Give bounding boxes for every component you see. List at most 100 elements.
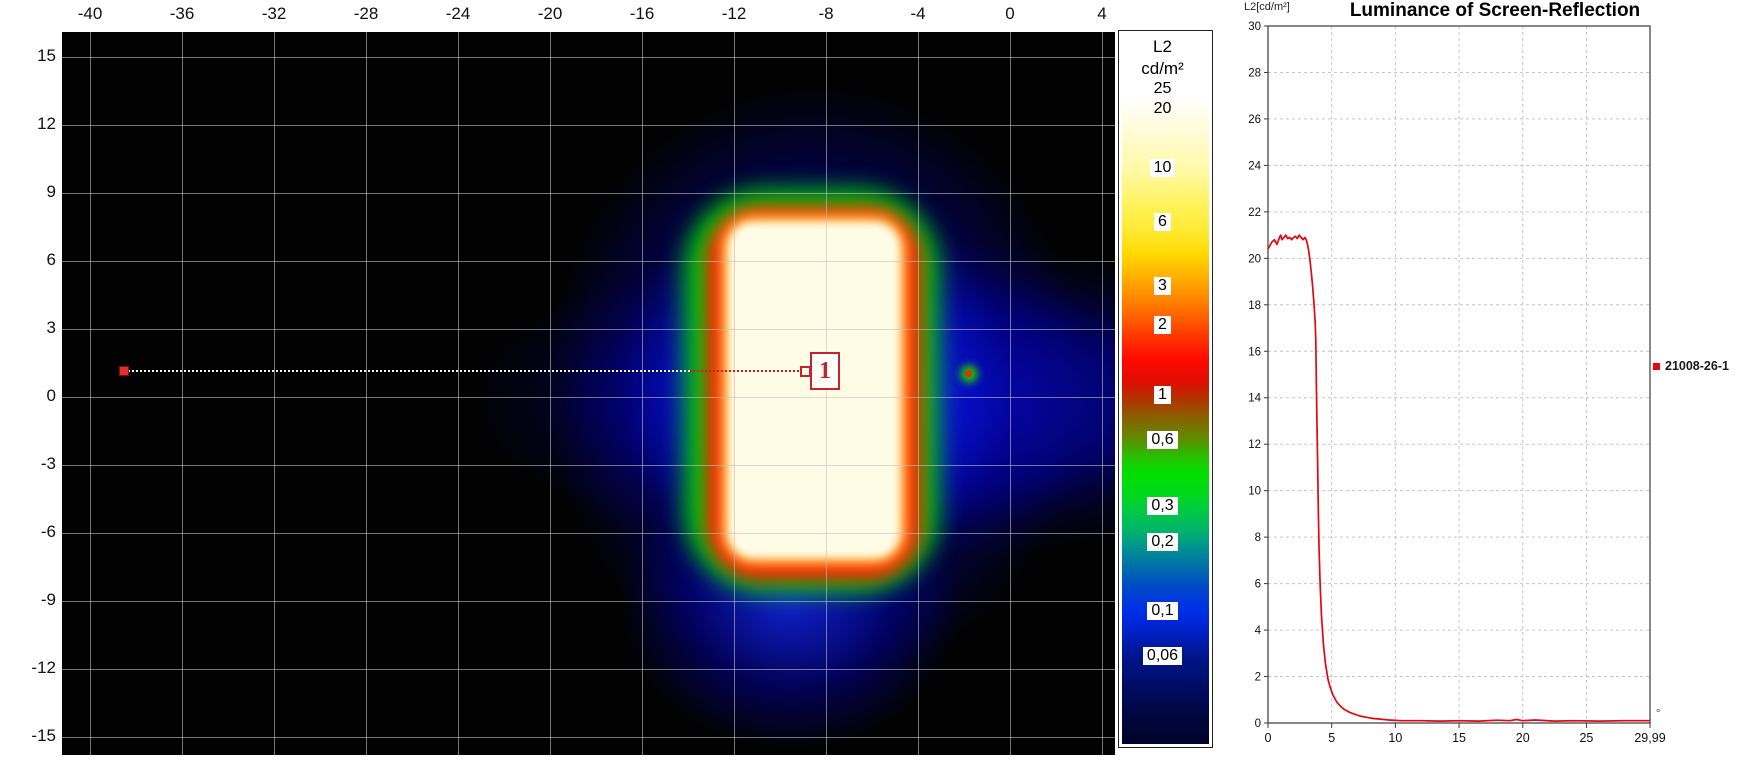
chart-x-axis-unit: ° <box>1656 708 1661 720</box>
chart-y-tick-label: 28 <box>1248 67 1261 79</box>
heatmap-gridline <box>274 32 275 755</box>
heatmap-gridline <box>182 32 183 755</box>
chart-x-tick-label: 20 <box>1516 731 1530 745</box>
colorbar-tick-label: 0,3 <box>1119 497 1206 516</box>
chart-y-tick-label: 26 <box>1248 114 1261 126</box>
heatmap-x-tick-label: -28 <box>353 4 379 23</box>
chart-x-tick-label: 0 <box>1265 731 1272 745</box>
heatmap-gridline <box>62 669 1115 670</box>
colorbar-tick-label: 0,6 <box>1119 430 1206 449</box>
heatmap-y-tick-label: 12 <box>37 114 56 133</box>
chart-x-tick-label: 15 <box>1452 731 1466 745</box>
chart-y-tick-label: 10 <box>1248 486 1261 498</box>
chart-legend: 21008-26-1 <box>1653 359 1729 373</box>
heatmap-y-tick-label: 9 <box>46 182 56 201</box>
heatmap-gridline <box>62 329 1115 330</box>
heatmap-gridline <box>550 32 551 755</box>
chart-y-tick-label: 4 <box>1255 625 1262 637</box>
chart-y-axis-label: L2[cd/m²] <box>1244 1 1290 13</box>
marker-1-label: 1 <box>819 357 831 384</box>
heatmap-gridline <box>642 32 643 755</box>
heatmap-gridline <box>1102 32 1103 755</box>
colorbar-tick-label: 1 <box>1119 385 1206 404</box>
colorbar-tick-label: 25 <box>1153 79 1172 97</box>
measurement-line-end <box>690 370 802 372</box>
measurement-start-marker[interactable] <box>119 366 129 376</box>
chart-x-tick-label: 10 <box>1388 731 1402 745</box>
heatmap-x-tick-label: -24 <box>445 4 471 23</box>
chart-y-tick-label: 16 <box>1248 346 1261 358</box>
chart-title: Luminance of Screen-Reflection <box>1349 0 1641 21</box>
colorbar-legend: L2 cd/m² 25 20 10 6 3 2 1 0,6 0,3 0,2 0,1 0,06 <box>1118 30 1213 748</box>
chart-y-tick-label: 22 <box>1248 207 1261 219</box>
heatmap-gridline <box>62 533 1115 534</box>
legend-series-marker <box>1653 362 1660 370</box>
heatmap-area[interactable]: 1 <box>62 32 1115 755</box>
heatmap-gridline <box>734 32 735 755</box>
heatmap-x-tick-label: -40 <box>77 4 103 23</box>
heatmap-y-tick-label: -9 <box>40 590 56 609</box>
colorbar-tick-label: 0,1 <box>1119 602 1206 621</box>
colorbar-tick-label: 0,2 <box>1119 532 1206 551</box>
chart-y-tick-label: 18 <box>1248 300 1261 312</box>
colorbar-tick-label: 0,06 <box>1119 647 1206 666</box>
chart-y-tick-label: 12 <box>1248 439 1261 451</box>
chart-y-tick-label: 24 <box>1248 160 1261 172</box>
heatmap-x-tick-label: 0 <box>1005 4 1015 23</box>
heatmap-gridline <box>458 32 459 755</box>
chart-y-tick-label: 2 <box>1255 672 1261 684</box>
heatmap-gridline <box>62 737 1115 738</box>
chart-y-tick-label: 8 <box>1255 532 1261 544</box>
colorbar-tick-label: 2 <box>1119 316 1206 335</box>
colorbar-tick-label: 10 <box>1119 159 1206 178</box>
heatmap-gridline <box>918 32 919 755</box>
heatmap-gridline <box>62 465 1115 466</box>
colorbar-tick-label: 6 <box>1119 212 1206 231</box>
heatmap-x-tick-label: -20 <box>537 4 563 23</box>
heatmap-gridline <box>62 397 1115 398</box>
heatmap-x-tick-label: -36 <box>169 4 195 23</box>
colorbar-tick-label: 20 <box>1153 99 1172 117</box>
heatmap-y-tick-label: 15 <box>37 46 56 65</box>
hotspot-dot <box>965 370 972 377</box>
heatmap-gridline <box>62 261 1115 262</box>
colorbar-unit: cd/m² <box>1141 59 1184 78</box>
colorbar-tick-label: 3 <box>1119 277 1206 296</box>
heatmap-y-tick-label: 6 <box>46 250 56 269</box>
chart-x-tick-label: 5 <box>1328 731 1335 745</box>
measurement-line <box>123 370 690 372</box>
chart-y-tick-label: 0 <box>1255 718 1261 730</box>
measurement-marker-1[interactable]: 1 <box>810 352 840 390</box>
heatmap-gridline <box>62 601 1115 602</box>
heatmap-gridline <box>62 193 1115 194</box>
heatmap-x-tick-label: -12 <box>721 4 747 23</box>
chart-x-tick-label: 25 <box>1579 731 1593 745</box>
heatmap-gridline <box>62 125 1115 126</box>
heatmap-x-tick-label: -32 <box>261 4 287 23</box>
heatmap-y-tick-label: -3 <box>40 454 56 473</box>
heatmap-gridline <box>62 57 1115 58</box>
heatmap-x-tick-label: 4 <box>1097 4 1107 23</box>
chart-x-tick-label: 29,99 <box>1634 731 1665 745</box>
chart-y-tick-label: 20 <box>1248 253 1261 265</box>
chart-y-tick-label: 30 <box>1248 21 1261 33</box>
bright-core-region <box>728 222 900 558</box>
heatmap-y-tick-label: 0 <box>46 386 56 405</box>
heatmap-x-tick-label: -8 <box>818 4 834 23</box>
chart-data-curve <box>1267 234 1650 722</box>
heatmap-gridline <box>90 32 91 755</box>
heatmap-gridline <box>366 32 367 755</box>
heatmap-y-tick-label: 3 <box>46 318 56 337</box>
heatmap-y-tick-label: -6 <box>40 522 56 541</box>
chart-y-tick-label: 14 <box>1248 393 1261 405</box>
colorbar-title: L2 <box>1153 37 1172 56</box>
heatmap-y-tick-label: -12 <box>31 658 56 677</box>
heatmap-y-tick-label: -15 <box>31 726 56 745</box>
heatmap-gridline <box>1010 32 1011 755</box>
heatmap-x-tick-label: -16 <box>629 4 655 23</box>
legend-series-name: 21008-26-1 <box>1665 359 1729 373</box>
heatmap-gridline <box>826 32 827 755</box>
heatmap-x-tick-label: -4 <box>910 4 926 23</box>
